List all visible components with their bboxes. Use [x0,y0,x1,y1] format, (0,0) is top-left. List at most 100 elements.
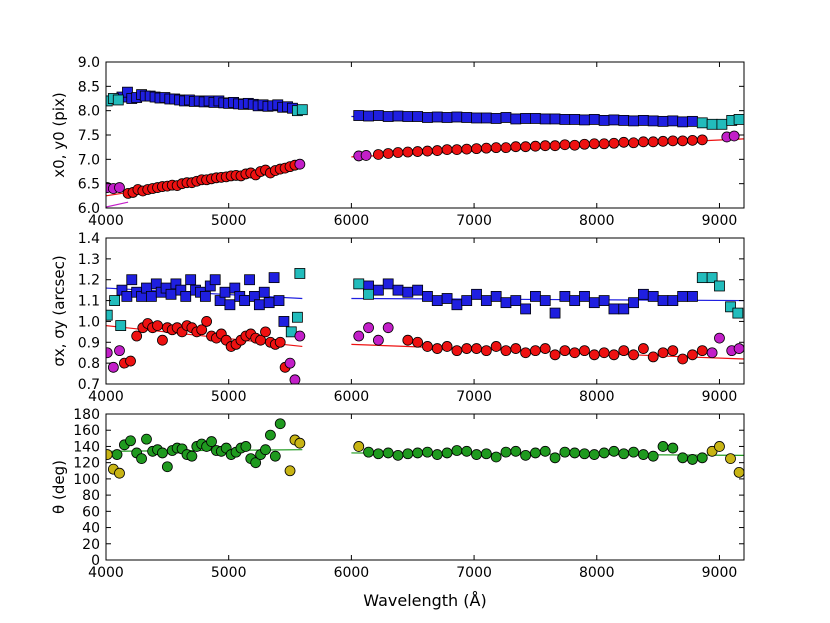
point-middle-s1-11 [725,301,736,313]
point-middle-s1-12 [732,307,744,319]
point-middle-s0-25 [239,295,251,306]
point-top-s2-51 [530,140,541,152]
point-middle-s0-67 [687,290,698,302]
point-middle-s0-22 [224,299,236,311]
point-bottom-s0-2 [125,435,136,447]
point-middle-s2-33 [402,334,414,346]
y-tick-label-bottom-7: 140 [73,439,100,455]
point-middle-s0-56 [579,290,590,302]
point-middle-s1-5 [294,268,306,279]
point-top-s2-63 [647,136,659,148]
point-top-s0-64 [628,115,639,127]
point-bottom-s0-29 [260,444,271,456]
x-tick-label-bottom-0: 4000 [88,565,124,581]
point-bottom-s0-32 [274,418,286,430]
point-bottom-s0-27 [250,457,262,469]
point-middle-s3-11 [714,332,725,344]
point-top-s0-63 [618,115,630,126]
x-tick-label-top-2: 6000 [334,213,370,229]
point-middle-s2-58 [647,351,659,363]
x-tick-label-middle-4: 8000 [579,389,615,405]
y-tick-label-top-5: 8.5 [78,79,100,95]
point-middle-s0-49 [510,295,522,306]
y-tick-label-bottom-0: 0 [91,553,100,569]
point-top-s2-56 [579,138,590,150]
point-top-s0-57 [559,114,571,125]
point-top-s0-47 [461,112,473,123]
point-bottom-s0-46 [490,451,502,463]
point-top-s0-69 [677,116,689,128]
point-middle-s0-62 [637,288,649,300]
point-top-s2-58 [598,138,610,150]
point-top-s2-67 [687,134,698,146]
point-bottom-s0-43 [461,445,473,457]
point-bottom-s0-51 [539,445,551,457]
point-middle-s0-64 [657,295,669,306]
point-top-s2-46 [480,142,492,154]
y-tick-label-bottom-1: 20 [82,537,100,553]
point-bottom-s0-14 [186,450,198,462]
point-bottom-s0-48 [510,445,522,457]
point-bottom-s1-2 [114,467,125,479]
point-top-s0-51 [500,112,512,123]
point-middle-s0-41 [431,295,443,306]
point-bottom-s0-53 [559,446,571,458]
point-top-s2-60 [618,136,630,148]
point-top-s0-44 [431,111,443,123]
point-top-s2-66 [677,135,689,147]
point-middle-s0-65 [667,295,679,306]
point-bottom-s0-64 [667,442,679,454]
point-top-s2-49 [510,141,522,153]
point-middle-s2-60 [667,345,679,357]
point-middle-s1-0 [106,309,113,321]
point-bottom-s0-39 [422,446,433,458]
point-bottom-s0-57 [598,447,610,459]
y-tick-label-bottom-4: 80 [82,488,100,504]
point-middle-s1-10 [714,280,725,292]
point-middle-s0-39 [412,284,424,296]
x-tick-label-middle-0: 4000 [88,389,124,405]
y-tick-label-bottom-2: 40 [82,521,100,537]
point-bottom-s1-5 [294,437,306,449]
y-tick-label-bottom-6: 120 [73,456,100,472]
x-tick-label-top-3: 7000 [456,213,492,229]
point-top-s3-2 [114,182,125,193]
point-bottom-s0-8 [157,447,168,459]
point-middle-s0-21 [219,286,231,298]
point-top-s0-45 [441,112,453,123]
point-middle-s0-43 [451,299,463,311]
point-bottom-s0-52 [549,452,561,464]
point-middle-s2-7 [157,334,168,346]
point-middle-s2-15 [196,324,208,336]
point-top-s0-40 [392,110,404,122]
point-middle-s0-52 [539,295,551,306]
point-top-s2-39 [412,146,424,157]
point-top-s1-6 [706,118,718,130]
point-middle-s0-42 [441,293,453,304]
point-middle-s2-56 [628,349,639,361]
point-top-s3-3 [294,158,306,170]
point-middle-s0-1 [121,290,133,302]
point-bottom-s0-47 [500,446,512,458]
point-middle-s0-48 [500,297,512,309]
point-top-s1-9 [733,114,744,125]
point-top-s2-48 [500,142,512,154]
y-tick-label-top-1: 6.5 [78,177,100,193]
y-tick-label-bottom-9: 180 [73,407,100,423]
point-top-s0-67 [657,115,669,127]
point-top-s0-59 [579,114,590,126]
point-top-s0-58 [569,114,581,125]
x-tick-label-middle-2: 6000 [334,389,370,405]
point-bottom-s0-37 [402,448,414,460]
point-bottom-s1-9 [725,453,736,465]
x-tick-label-middle-5: 9000 [702,389,738,405]
point-bottom-s1-10 [733,467,744,478]
point-top-s2-53 [549,140,561,152]
point-top-s0-60 [588,114,600,125]
point-bottom-s0-55 [579,448,590,460]
point-middle-s0-66 [677,290,689,302]
y-axis-label-top: x0, y0 (pix) [50,92,68,177]
point-middle-s1-2 [115,320,127,332]
point-top-s1-4 [296,104,308,116]
point-top-s2-55 [569,139,581,151]
